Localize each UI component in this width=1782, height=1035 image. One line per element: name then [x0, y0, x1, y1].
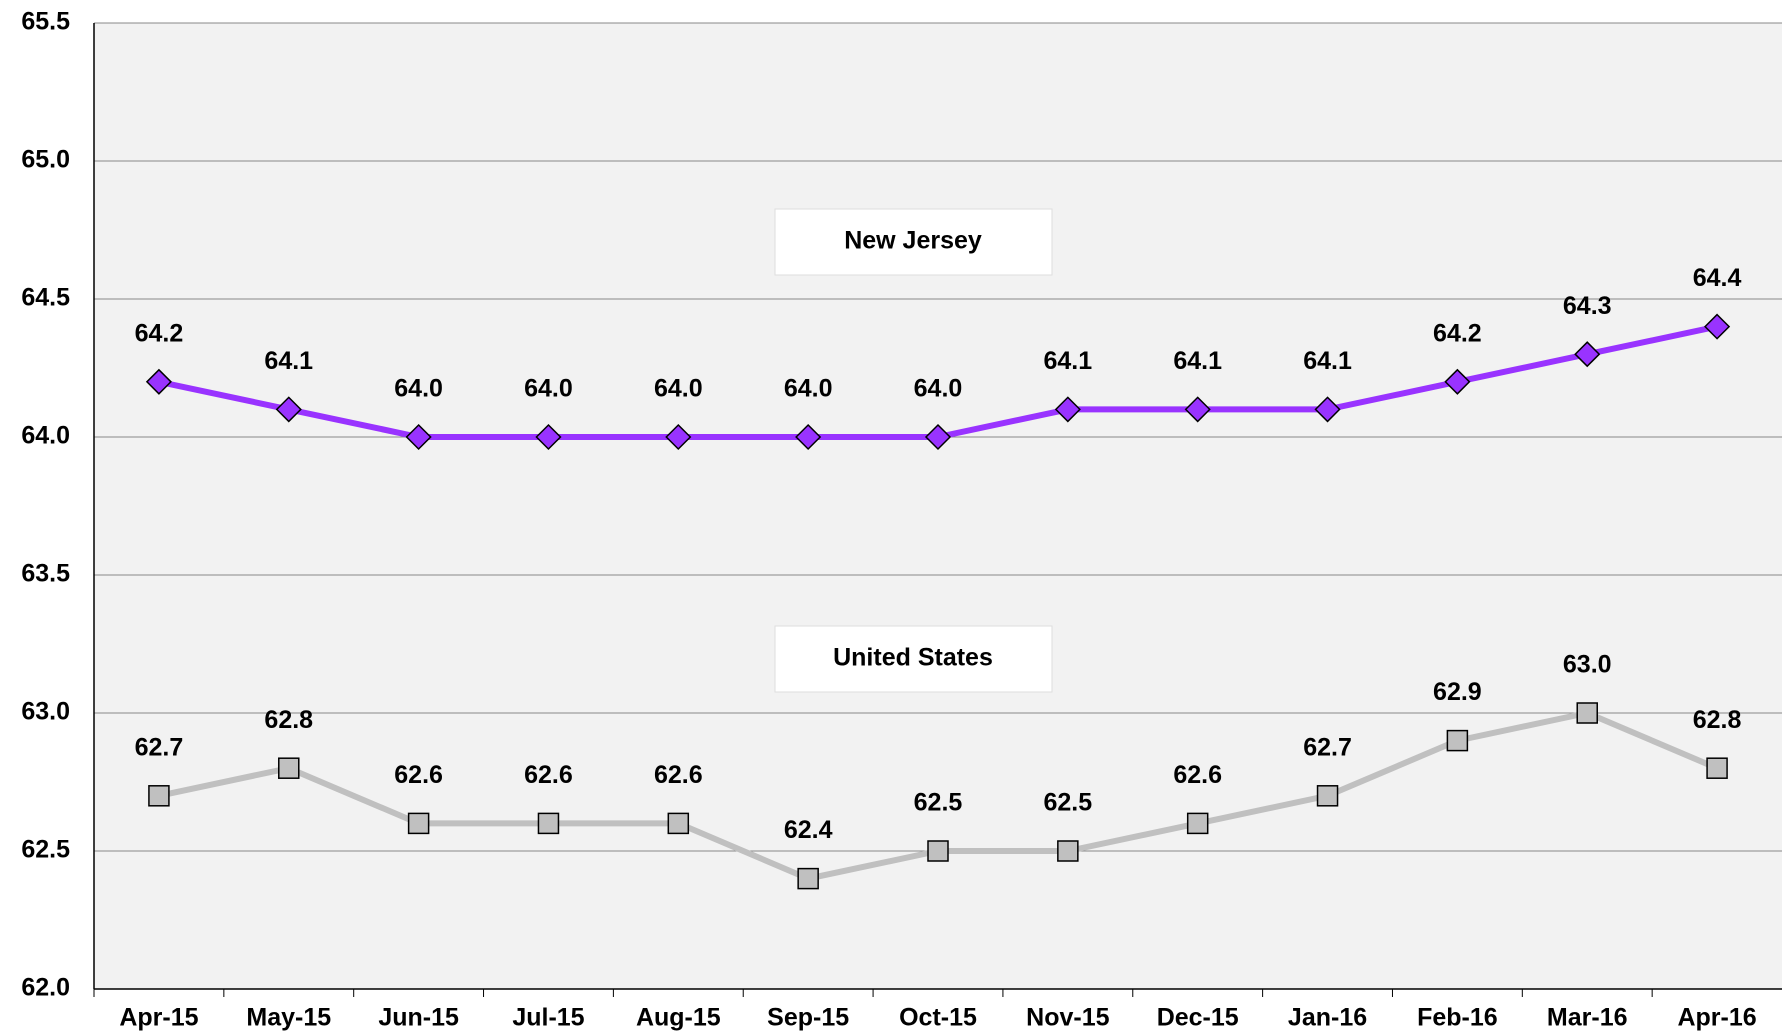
marker — [667, 812, 690, 835]
marker — [405, 423, 432, 451]
marker — [1576, 702, 1598, 724]
x-tick-label: Apr-15 — [119, 1004, 198, 1032]
marker — [795, 423, 822, 451]
data-label: 64.4 — [1693, 264, 1742, 292]
y-tick-label: 62.0 — [21, 974, 70, 1002]
marker — [1314, 396, 1341, 423]
data-label: 64.1 — [1044, 347, 1093, 375]
x-tick-label: Mar-16 — [1547, 1004, 1628, 1032]
data-label: 64.1 — [1173, 347, 1222, 375]
y-tick-label: 62.5 — [21, 836, 70, 864]
data-label: 64.2 — [1433, 319, 1482, 347]
y-tick-label: 63.5 — [21, 560, 70, 588]
x-tick-label: Jul-15 — [512, 1004, 584, 1032]
data-label: 62.6 — [654, 761, 703, 789]
marker — [1706, 757, 1728, 779]
marker — [148, 785, 170, 807]
data-label: 64.1 — [1303, 347, 1352, 375]
data-label: 64.0 — [524, 375, 573, 403]
y-tick-label: 63.0 — [21, 698, 70, 726]
marker — [1054, 396, 1081, 423]
y-tick-label: 64.5 — [21, 284, 70, 312]
y-tick-label: 65.5 — [21, 8, 70, 36]
marker — [1446, 729, 1469, 752]
marker — [535, 423, 562, 451]
data-label: 62.7 — [1303, 733, 1352, 761]
x-tick-label: Sep-15 — [767, 1004, 849, 1032]
data-label: 62.8 — [264, 706, 313, 734]
data-label: 62.6 — [1173, 761, 1222, 789]
data-label: 64.1 — [264, 347, 313, 375]
marker — [665, 423, 692, 451]
marker — [1057, 840, 1079, 862]
y-tick-label: 64.0 — [21, 422, 70, 450]
data-label: 62.5 — [914, 789, 963, 817]
marker — [537, 812, 560, 835]
x-tick-label: Jun-15 — [378, 1004, 459, 1032]
marker — [1574, 341, 1601, 368]
marker — [927, 840, 949, 862]
marker — [1316, 785, 1339, 807]
legend-box — [774, 208, 1053, 276]
legend-label: United States — [833, 644, 993, 672]
x-tick-label: May-15 — [246, 1004, 331, 1032]
data-label: 63.0 — [1563, 651, 1612, 679]
data-label: 62.8 — [1693, 706, 1742, 734]
marker — [1444, 368, 1471, 395]
data-label: 62.6 — [394, 761, 443, 789]
marker — [797, 867, 819, 890]
marker — [924, 423, 952, 451]
data-label: 64.0 — [654, 375, 703, 403]
legend-box — [774, 625, 1053, 693]
data-label: 64.2 — [135, 319, 184, 347]
x-tick-label: Aug-15 — [636, 1004, 721, 1032]
data-label: 64.0 — [914, 375, 963, 403]
data-label: 62.6 — [524, 761, 573, 789]
data-label: 62.9 — [1433, 678, 1482, 706]
x-tick-label: Dec-15 — [1157, 1004, 1239, 1032]
data-label: 62.4 — [784, 816, 833, 844]
data-label: 62.7 — [135, 733, 184, 761]
x-tick-label: Nov-15 — [1026, 1004, 1109, 1032]
marker — [1184, 396, 1211, 423]
marker — [145, 368, 172, 395]
data-label: 64.3 — [1563, 292, 1612, 320]
marker — [407, 812, 430, 835]
legend-label: New Jersey — [844, 227, 982, 255]
marker — [1186, 812, 1209, 835]
data-label: 64.0 — [784, 375, 833, 403]
x-tick-label: Feb-16 — [1417, 1004, 1498, 1032]
x-tick-label: Jan-16 — [1288, 1004, 1367, 1032]
y-tick-label: 65.0 — [21, 146, 70, 174]
x-tick-label: Apr-16 — [1677, 1004, 1756, 1032]
data-label: 62.5 — [1044, 789, 1093, 817]
x-tick-label: Oct-15 — [899, 1004, 977, 1032]
marker — [1704, 313, 1731, 340]
data-label: 64.0 — [394, 375, 443, 403]
plot-area — [94, 23, 1782, 989]
marker — [278, 757, 300, 779]
marker — [275, 396, 302, 423]
